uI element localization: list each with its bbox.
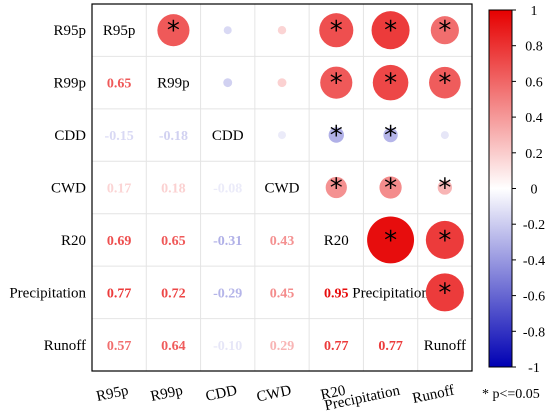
coefficient-label: 0.65 xyxy=(161,234,186,249)
correlation-circle xyxy=(157,14,190,47)
colorbar-tick-label: -0.4 xyxy=(523,254,545,269)
coefficient-label: 0.43 xyxy=(270,234,295,249)
correlation-circle xyxy=(383,127,398,143)
coefficient-label: 0.77 xyxy=(378,339,403,354)
correlation-circle xyxy=(320,66,353,99)
column-label: CWD xyxy=(255,383,293,406)
significance-star: * xyxy=(438,69,451,99)
correlation-circle xyxy=(223,26,232,35)
colorbar-tick-label: -0.2 xyxy=(523,218,545,233)
correlation-circle xyxy=(277,26,287,35)
correlation-circle xyxy=(429,66,461,99)
colorbar-ticks: 1 0.8 0.6 0.4 0.2 0 -0.2 -0.4 -0.6 -0.8 -1 xyxy=(512,4,545,376)
correlation-circle xyxy=(328,127,344,143)
coefficient-label: 0.17 xyxy=(107,182,132,197)
colorbar xyxy=(488,9,513,368)
correlation-circle xyxy=(278,131,286,140)
correlation-circle xyxy=(223,78,233,88)
coefficient-label: 0.77 xyxy=(324,339,349,354)
colorbar-tick-label: 0.2 xyxy=(525,147,543,162)
significance-star: * xyxy=(438,174,451,204)
coefficient-label: -0.18 xyxy=(159,129,188,144)
coefficient-label: -0.10 xyxy=(213,339,242,354)
coefficient-label: 0.29 xyxy=(270,339,295,354)
colorbar-tick-label: -0.8 xyxy=(523,325,545,340)
significance-star: * xyxy=(384,121,397,151)
coefficient-label: 0.18 xyxy=(161,182,186,197)
coefficient-label: -0.29 xyxy=(213,286,242,301)
significance-star: * xyxy=(384,174,397,204)
correlation-circle xyxy=(425,273,464,312)
coefficient-label: 0.57 xyxy=(107,339,132,354)
colorbar-tick-label: 0 xyxy=(531,183,538,198)
correlation-circle xyxy=(379,176,402,199)
column-label: CDD xyxy=(204,383,238,405)
colorbar-tick-label: 1 xyxy=(531,4,538,19)
diagonal-label: Precipitation xyxy=(352,285,429,301)
correlation-circle xyxy=(277,78,287,88)
significance-star: * xyxy=(330,121,343,151)
column-label: R95p xyxy=(95,383,130,405)
coefficient-label: 0.69 xyxy=(107,234,132,249)
coefficient-label: -0.08 xyxy=(213,182,242,197)
column-label: R20 xyxy=(319,383,347,404)
coefficient-label: 0.95 xyxy=(324,286,349,301)
coefficient-label: 0.72 xyxy=(161,286,186,301)
significance-star: * xyxy=(438,278,451,308)
significance-star: * xyxy=(384,226,397,256)
diagonal-label: CDD xyxy=(212,128,244,144)
significance-star: * xyxy=(438,16,451,46)
row-label: Runoff xyxy=(44,338,86,354)
correlation-circle xyxy=(371,11,410,50)
significance-star: * xyxy=(384,16,397,46)
colorbar-tick-label: 0.4 xyxy=(525,111,543,126)
coefficient-label: 0.45 xyxy=(270,286,295,301)
significance-star: * xyxy=(438,226,451,256)
diagonal-label: R20 xyxy=(324,233,349,249)
significance-star: * xyxy=(330,174,343,204)
correlation-circle xyxy=(372,64,409,101)
colorbar-tick-label: -1 xyxy=(528,361,540,376)
significance-star: * xyxy=(384,69,397,99)
correlation-circle xyxy=(437,180,453,195)
row-label: R95p xyxy=(53,23,86,39)
column-label: Runoff xyxy=(411,383,456,407)
row-labels: R95p R99p CDD CWD R20 Precipitation Runoff xyxy=(9,23,86,354)
row-label: Precipitation xyxy=(9,285,86,301)
plot-frame xyxy=(91,3,473,372)
correlation-circle xyxy=(325,176,347,199)
diagonal-label: CWD xyxy=(265,181,300,197)
row-label: CWD xyxy=(51,181,86,197)
row-label: R99p xyxy=(53,76,86,92)
significance-note: * p<=0.05 xyxy=(482,387,540,402)
significance-star: * xyxy=(330,69,343,99)
coefficient-label: -0.31 xyxy=(213,234,242,249)
correlation-circle xyxy=(430,16,459,45)
colorbar-tick-label: 0.8 xyxy=(525,40,543,55)
colorbar-tick-label: 0.6 xyxy=(525,75,543,90)
correlation-circle xyxy=(319,13,354,48)
significance-star: * xyxy=(330,16,343,46)
correlation-circle xyxy=(425,220,464,259)
correlation-circle xyxy=(440,131,449,140)
row-label: R20 xyxy=(61,233,86,249)
coefficient-label: -0.15 xyxy=(105,129,134,144)
coefficient-label: 0.65 xyxy=(107,77,132,92)
coefficient-label: 0.64 xyxy=(161,339,186,354)
colorbar-tick-label: -0.6 xyxy=(523,290,545,305)
significance-star: * xyxy=(167,16,180,46)
diagonal-label: R99p xyxy=(157,76,190,92)
column-label: R99p xyxy=(149,383,184,405)
coefficient-label: 0.77 xyxy=(107,286,132,301)
diagonal-label: R95p xyxy=(103,23,136,39)
correlation-circle xyxy=(367,216,415,264)
correlation-grid: R95p * * * * 0.65 R99p * * * -0.15 -0.18 CDD * * 0.17 0.… xyxy=(92,4,472,371)
diagonal-label: Runoff xyxy=(424,338,466,354)
row-label: CDD xyxy=(54,128,86,144)
